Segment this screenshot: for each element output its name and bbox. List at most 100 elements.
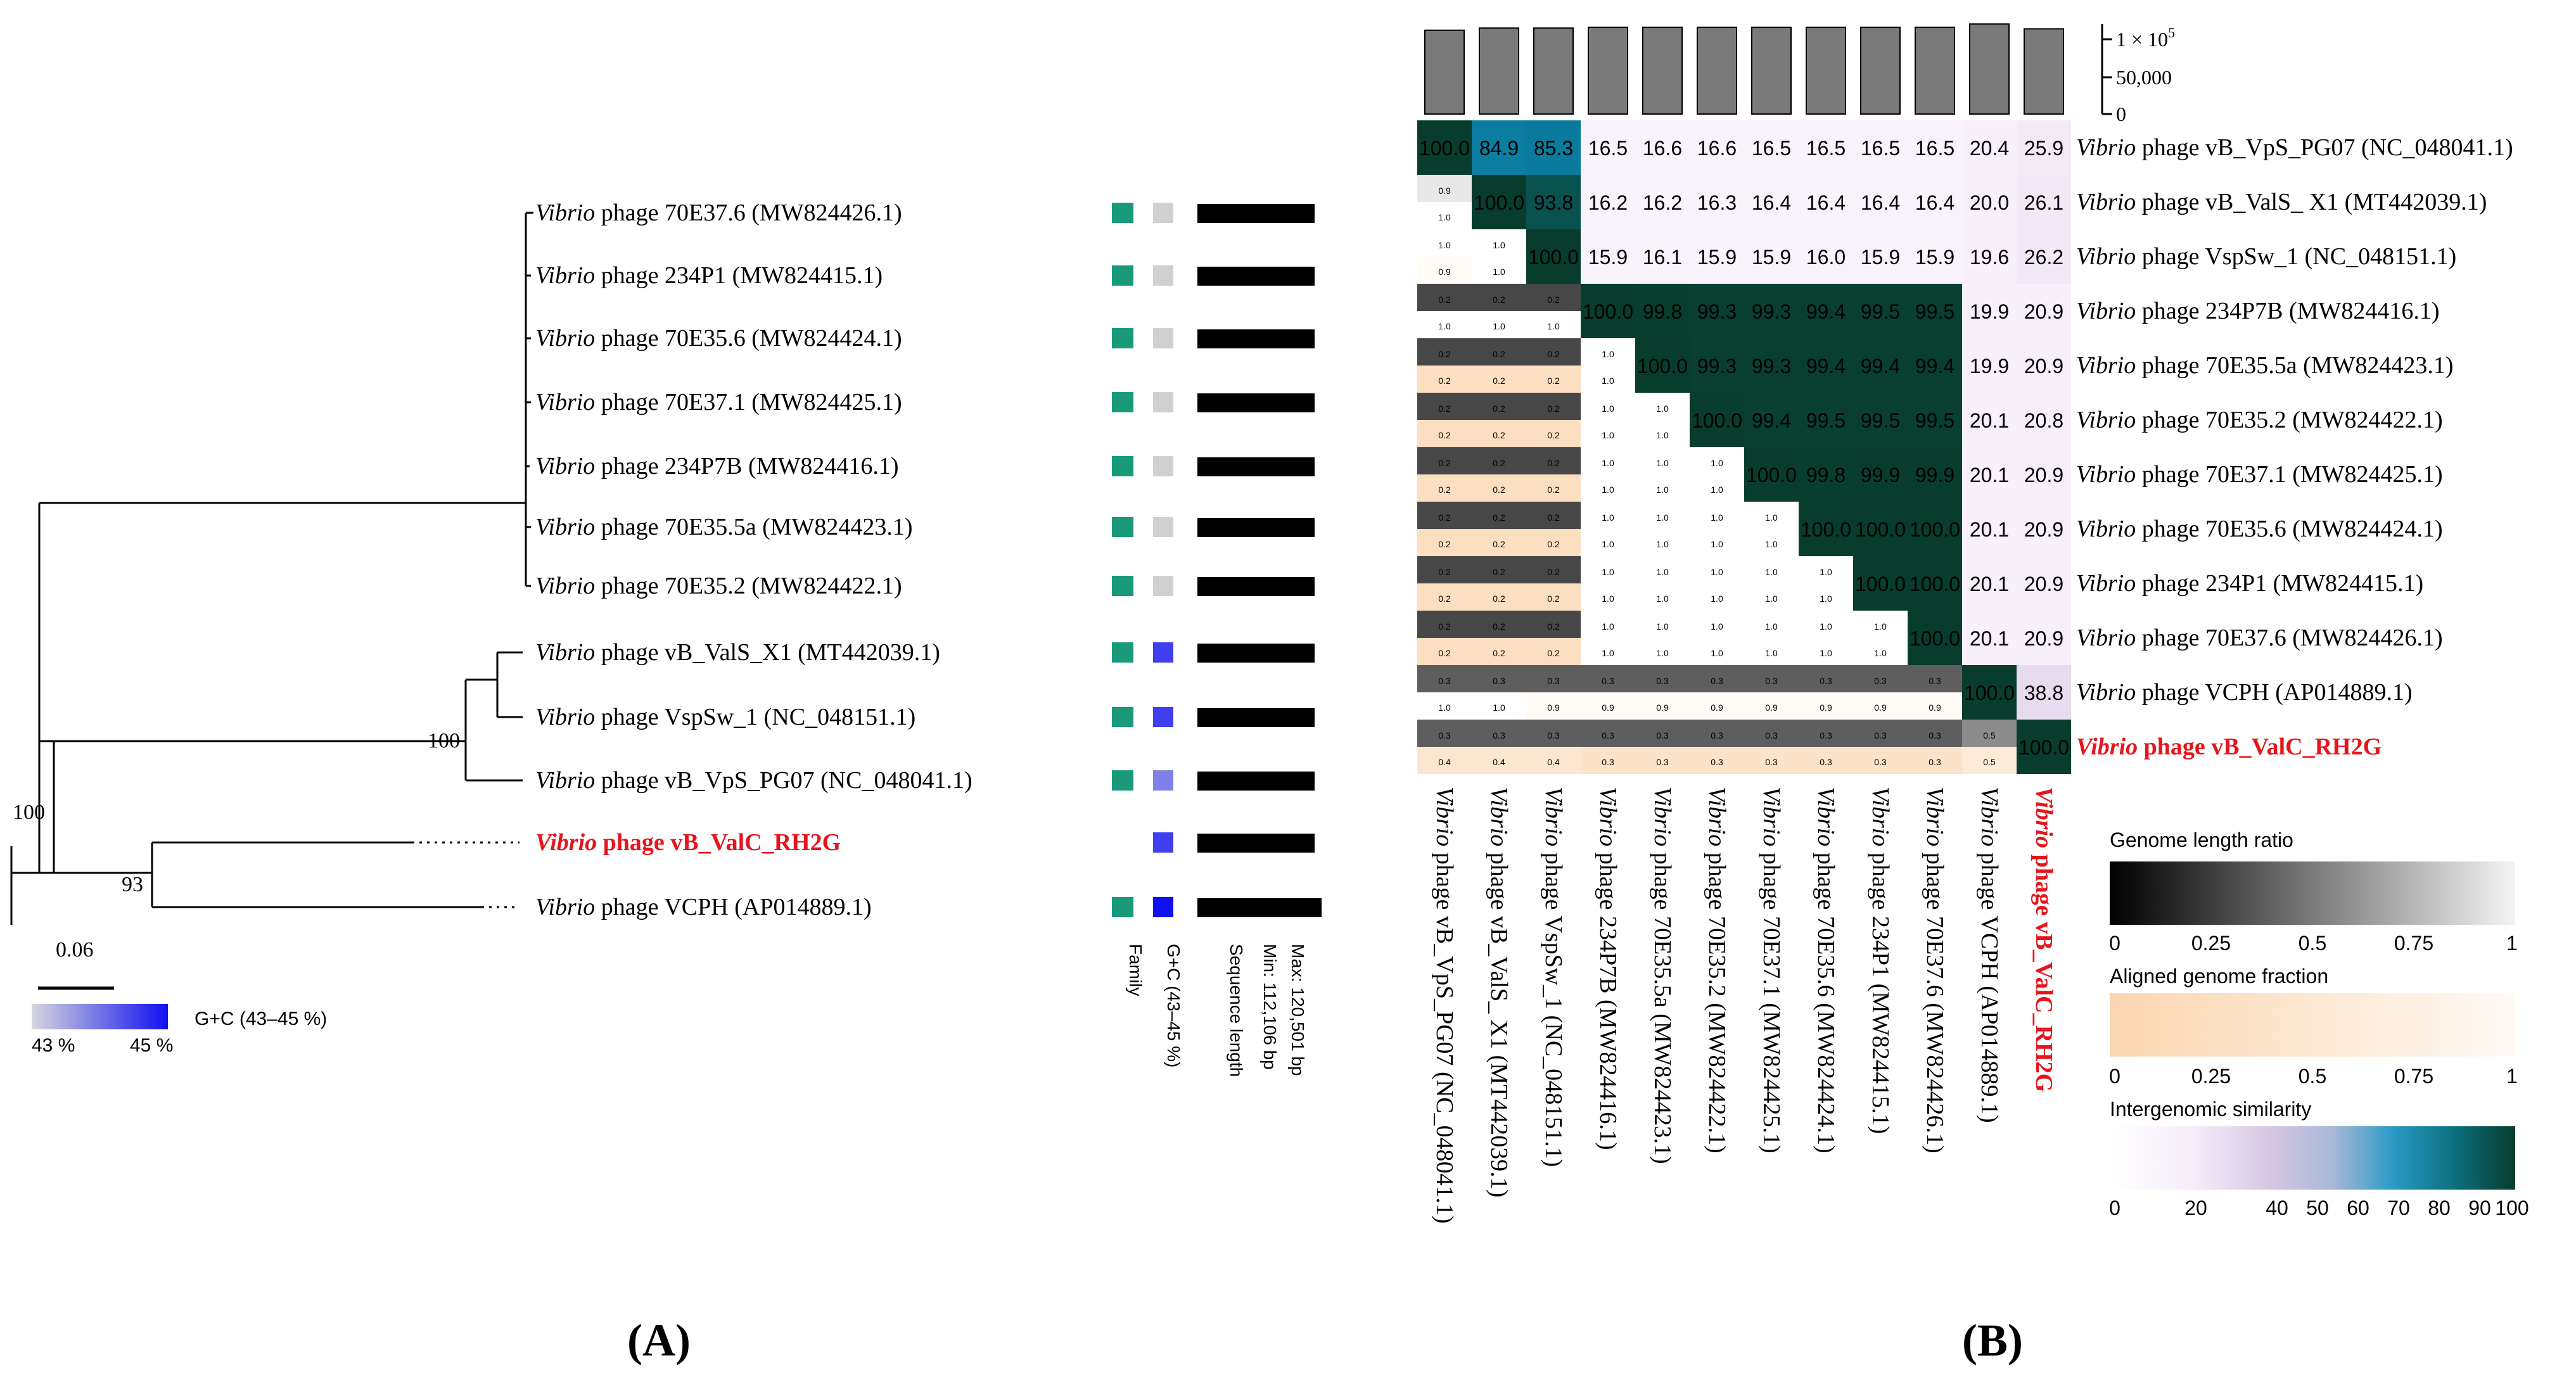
aligned-fraction-cell [1526,474,1581,502]
heatmap-column-label: Vibrio phage VCPH (AP014889.1) [1976,787,2003,1123]
length-ratio-value: 0.2 [1547,295,1560,305]
aligned-fraction-cell [1744,692,1799,720]
aligned-fraction-cell [1417,202,1472,229]
aligned-fraction-cell [1690,583,1744,611]
aligned-fraction-value: 1.0 [1547,321,1560,331]
aligned-fraction-cell [1962,747,2017,774]
length-ratio-cell [1526,447,1581,474]
similarity-cell [1690,284,1744,338]
gc-legend-gradient [32,1004,168,1029]
similarity-value: 20.9 [2024,355,2063,378]
aligned-fraction-value: 1.0 [1711,539,1723,549]
heatmap-row-label: Vibrio phage VCPH (AP014889.1) [2076,679,2413,706]
length-ratio-value: 0.2 [1438,458,1451,468]
length-ratio-value: 0.2 [1493,621,1505,632]
length-ratio-value: 1.0 [1765,621,1778,632]
length-ratio-value: 0.5 [1983,730,1996,740]
similarity-cell [2017,393,2071,447]
similarity-value: 100.0 [1528,246,1579,269]
similarity-cell [1581,284,1635,338]
tree-tip-label: Vibrio phage VCPH (AP014889.1) [535,894,872,920]
aligned-fraction-value: 0.2 [1438,539,1451,549]
similarity-cell [2017,229,2071,284]
legend-similarity-title: Intergenomic similarity [2110,1098,2311,1121]
length-ratio-value: 1.0 [1656,512,1669,523]
similarity-cell [1581,120,1635,175]
scale-bar-label: 0.06 [56,938,94,962]
heatmap-row-labels: Vibrio phage vB_VpS_PG07 (NC_048041.1) Vi… [2076,134,2513,760]
length-ratio-value: 1.0 [1820,567,1832,577]
aligned-fraction-value: 0.9 [1438,267,1451,277]
similarity-cell [1908,393,1962,447]
length-ratio-value: 0.3 [1656,730,1669,740]
similarity-value: 16.5 [1752,137,1791,160]
similarity-cell [2017,284,2071,338]
heatmap-column-label: Vibrio phage 70E35.6 (MW824424.1) [1813,787,1839,1153]
length-ratio-cell [1417,284,1472,311]
aligned-fraction-value: 1.0 [1493,321,1505,331]
similarity-value: 100.0 [1637,355,1688,378]
gc-marker [1153,392,1173,412]
similarity-cell [1690,175,1744,229]
aligned-fraction-cell [1526,692,1581,720]
similarity-cell [2017,338,2071,393]
tree-tip-label: Vibrio phage VspSw_1 (NC_048151.1) [535,704,915,730]
aligned-fraction-cell [1799,692,1853,720]
aligned-fraction-value: 0.2 [1547,539,1560,549]
similarity-value: 99.5 [1861,300,1900,323]
length-ratio-value: 0.2 [1547,349,1560,359]
aligned-fraction-value: 0.9 [1820,702,1832,713]
legend-tick-label: 20 [2184,1197,2207,1219]
aligned-fraction-value: 1.0 [1438,702,1451,713]
legend-fraction-title: Aligned genome fraction [2110,965,2328,988]
similarity-cell [1526,120,1581,175]
aligned-fraction-value: 1.0 [1493,702,1505,713]
aligned-fraction-cell [1799,583,1853,611]
gc-legend-title: G+C (43–45 %) [194,1008,327,1029]
similarity-value: 99.5 [1915,409,1954,432]
heatmap-row-label: Vibrio phage 70E35.2 (MW824422.1) [2076,407,2443,433]
panel-b-label: (B) [1962,1315,2023,1366]
length-ratio-value: 0.3 [1765,676,1778,686]
similarity-value: 16.2 [1588,191,1628,214]
aligned-fraction-value: 1.0 [1602,648,1614,658]
length-ratio-cell [1526,393,1581,420]
similarity-value: 100.0 [1746,464,1797,486]
length-ratio-cell [1472,502,1526,529]
family-marker [1112,770,1133,791]
aligned-fraction-value: 0.2 [1438,376,1451,386]
length-ratio-cell [1472,611,1526,638]
similarity-cell [1690,338,1744,393]
similarity-cell [1908,502,1962,556]
length-ratio-value: 1.0 [1711,567,1723,577]
similarity-value: 26.2 [2024,246,2063,269]
similarity-value: 38.8 [2024,682,2063,704]
length-ratio-cell [1690,611,1744,638]
length-ratio-cell [1635,611,1690,638]
bar-axis-label-0: 0 [2116,103,2126,125]
length-ratio-cell [1635,556,1690,583]
length-ratio-cell [1472,229,1526,257]
family-marker [1112,707,1133,727]
similarity-cell [1853,284,1908,338]
genome-length-bar [1969,23,2010,115]
aligned-fraction-cell [1635,747,1690,774]
length-ratio-value: 0.3 [1547,730,1560,740]
aligned-fraction-value: 0.3 [1929,757,1941,767]
aligned-fraction-cell [1417,257,1472,284]
aligned-fraction-value: 1.0 [1874,648,1887,658]
aligned-fraction-cell [1581,692,1635,720]
similarity-cell [1908,556,1962,611]
tree-tip-label: Vibrio phage vB_VpS_PG07 (NC_048041.1) [535,767,972,794]
aligned-fraction-cell [1635,474,1690,502]
bar-axis-label-50000: 50,000 [2116,66,2172,89]
length-ratio-value: 0.2 [1493,349,1505,359]
length-ratio-cell [1472,393,1526,420]
aligned-fraction-value: 0.3 [1820,757,1832,767]
length-ratio-value: 1.0 [1656,621,1669,632]
length-ratio-cell [1581,502,1635,529]
length-ratio-cell [1581,611,1635,638]
length-ratio-cell [1744,611,1799,638]
legend-tick-label: 0.25 [2191,932,2231,955]
similarity-cell [1744,338,1799,393]
